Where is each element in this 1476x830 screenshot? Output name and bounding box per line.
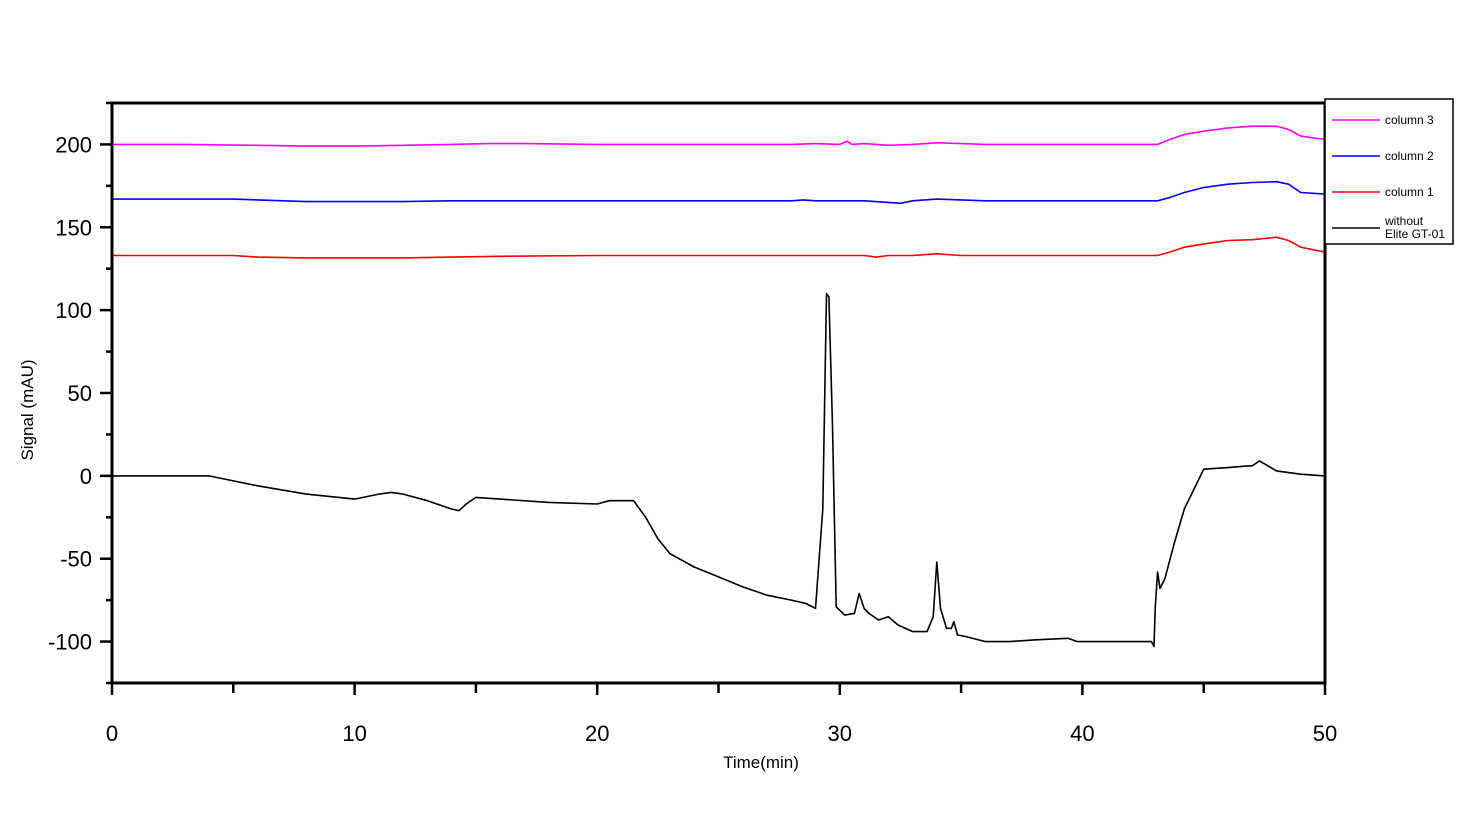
legend-label-3: without Elite GT-01 — [1384, 214, 1445, 241]
series-line-2 — [112, 236, 1326, 259]
legend: column 3 column 2 column 1 without Elite GT-… — [1324, 98, 1454, 245]
legend-box — [1324, 98, 1454, 245]
y-tick-label: -50 — [60, 547, 92, 572]
x-tick-label: 10 — [342, 721, 366, 746]
legend-label-1: column 2 — [1385, 149, 1434, 163]
y-tick-label: 200 — [55, 132, 92, 157]
y-tick-label: -100 — [48, 630, 92, 655]
x-tick-label: 0 — [106, 721, 118, 746]
legend-items: column 3 column 2 column 1 without Elite GT-… — [1332, 113, 1445, 241]
x-axis-title: Time(min) — [723, 753, 799, 772]
legend-label-0: column 3 — [1385, 113, 1434, 127]
x-tick-label: 30 — [828, 721, 852, 746]
legend-label-2: column 1 — [1385, 185, 1434, 199]
series-line-3 — [112, 292, 1326, 648]
y-tick-label: 50 — [68, 381, 92, 406]
x-tick-label: 40 — [1070, 721, 1094, 746]
plot-frame — [110, 101, 1327, 685]
x-tick-label: 20 — [585, 721, 609, 746]
y-tick-label: 100 — [55, 298, 92, 323]
x-tick-label: 50 — [1313, 721, 1337, 746]
series-line-0 — [112, 125, 1326, 147]
tick-layer: 0 10 20 30 40 50 -100 -50 0 50 100 150 200 — [48, 101, 1337, 746]
y-tick-label: 0 — [80, 464, 92, 489]
y-axis-title: Signal (mAU) — [18, 359, 37, 460]
series-layer — [112, 125, 1326, 648]
series-line-1 — [112, 180, 1326, 205]
y-tick-label: 150 — [55, 215, 92, 240]
